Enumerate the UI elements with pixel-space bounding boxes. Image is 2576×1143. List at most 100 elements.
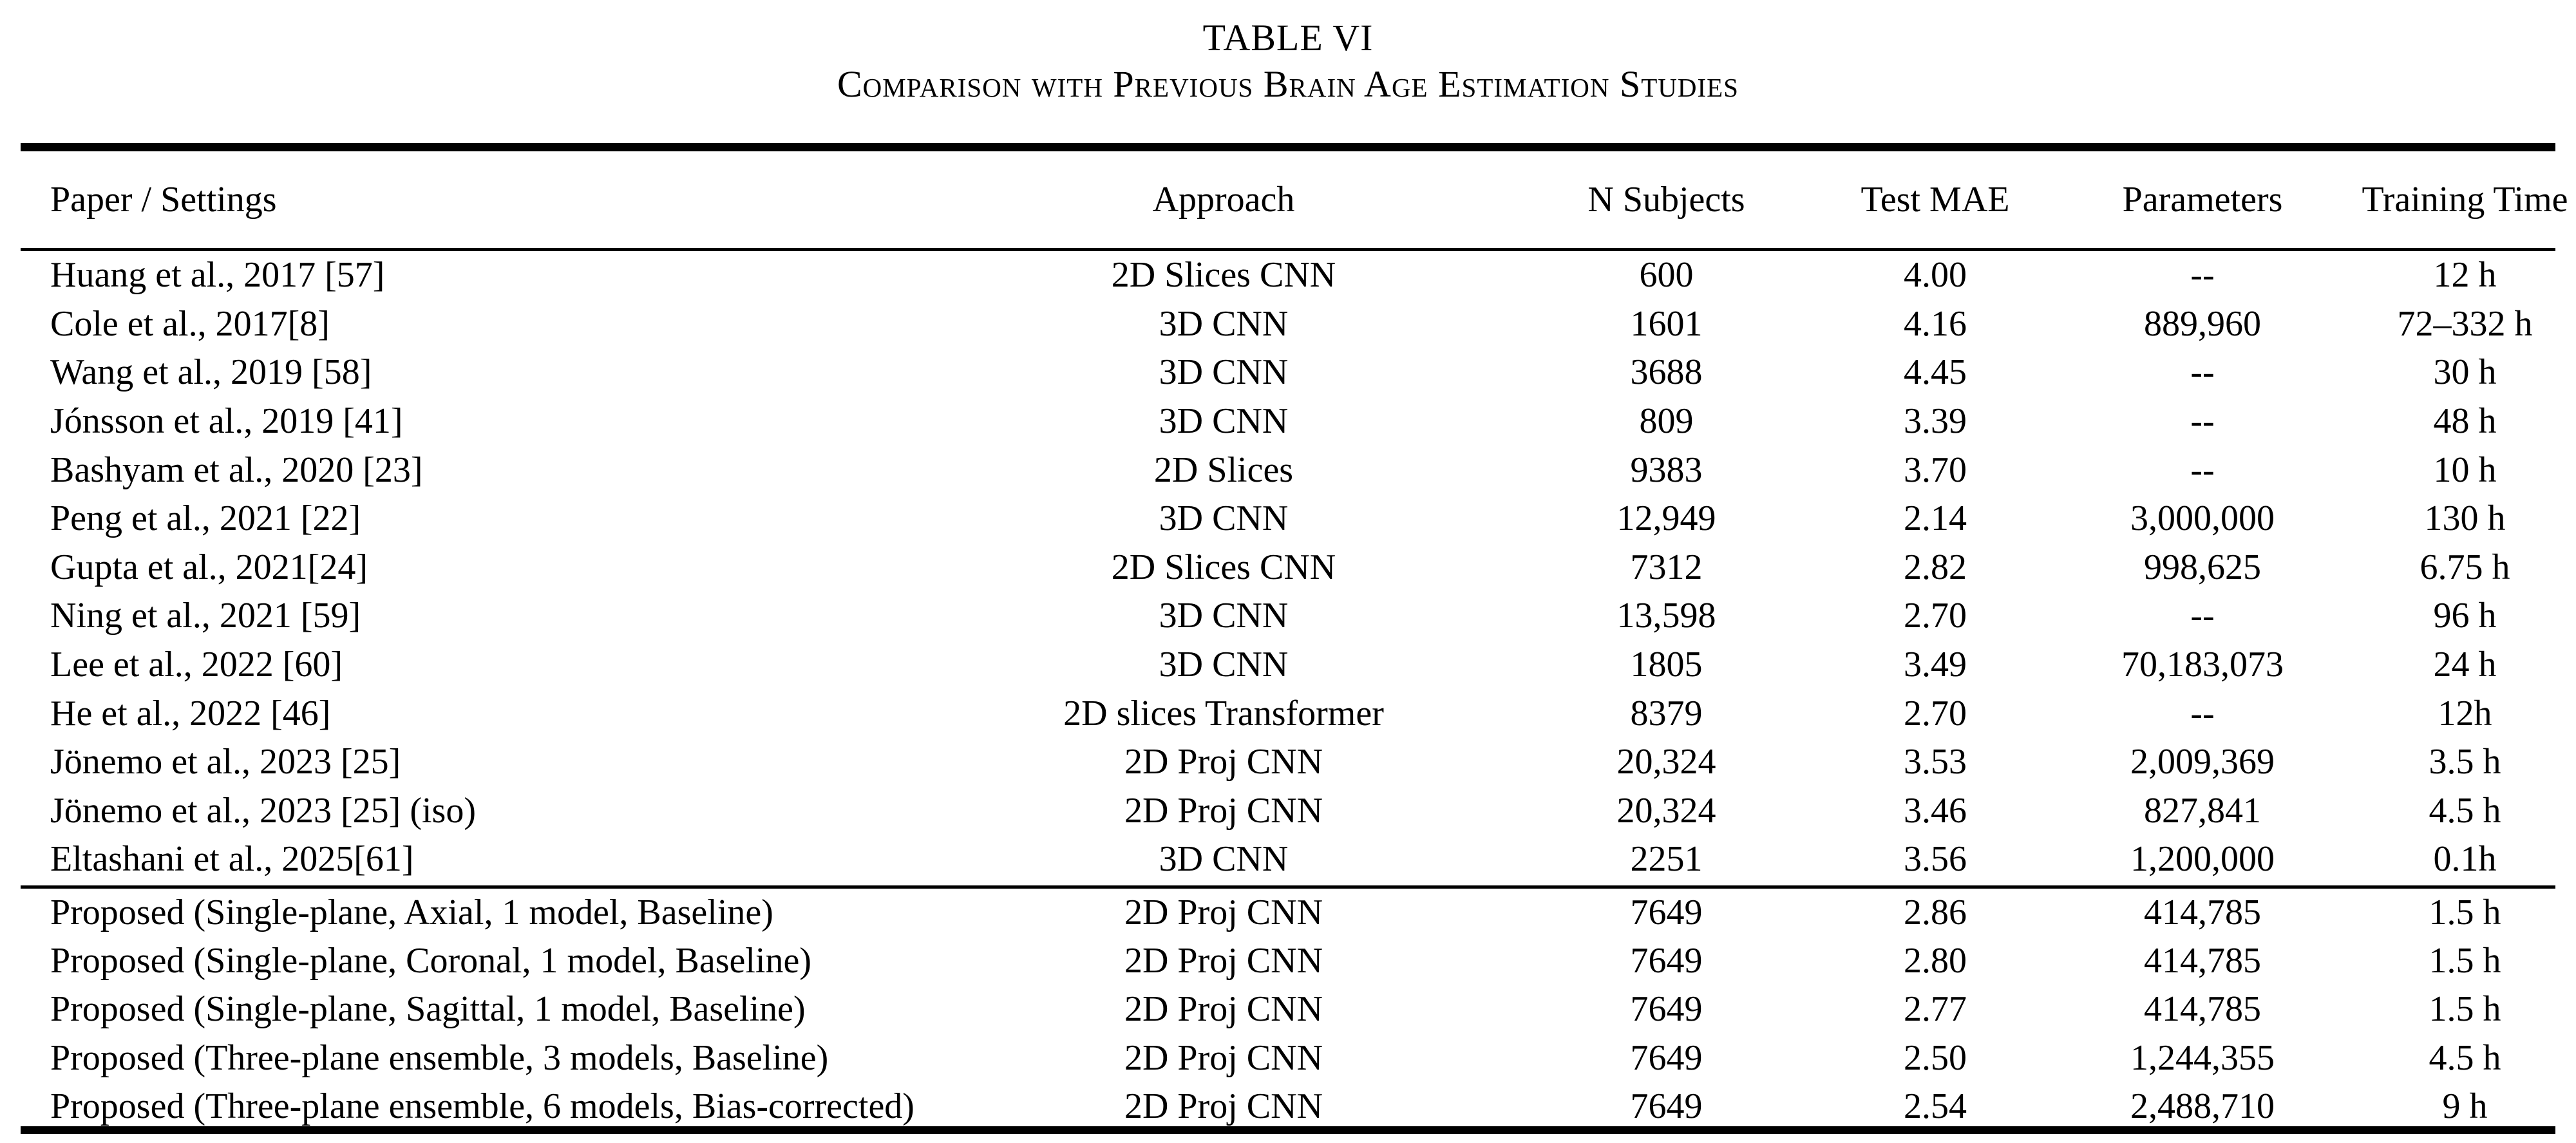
cell-test-mae: 2.70: [1904, 596, 1967, 636]
table-row: Ning et al., 2021 [59] 3D CNN 13,598 2.70 --…: [0, 592, 2576, 641]
cell-training-time: 1.5 h: [2429, 893, 2501, 933]
table-label: TABLE VI: [1202, 17, 1374, 59]
cell-approach: 2D Proj CNN: [1124, 1037, 1323, 1078]
cell-test-mae: 3.53: [1904, 742, 1967, 782]
cell-approach: 2D Proj CNN: [1124, 1086, 1323, 1126]
cell-training-time: 24 h: [2433, 645, 2497, 685]
cell-n-subjects: 20,324: [1616, 790, 1716, 831]
table-row: Bashyam et al., 2020 [23] 2D Slices 9383 3.…: [0, 446, 2576, 495]
cell-n-subjects: 1805: [1630, 645, 1703, 685]
table-row: Jönemo et al., 2023 [25] (iso) 2D Proj CN…: [0, 787, 2576, 836]
cell-paper: Wang et al., 2019 [58]: [50, 352, 372, 393]
cell-training-time: 48 h: [2433, 401, 2497, 442]
cell-paper: Lee et al., 2022 [60]: [50, 645, 343, 685]
cell-parameters: 414,785: [2144, 989, 2261, 1030]
cell-approach: 3D CNN: [1159, 401, 1289, 442]
top-rule: [21, 143, 2555, 151]
cell-n-subjects: 7649: [1630, 893, 1703, 933]
cell-parameters: --: [2190, 255, 2215, 296]
cell-paper: Proposed (Three-plane ensemble, 6 models…: [50, 1086, 914, 1126]
cell-paper: He et al., 2022 [46]: [50, 693, 331, 733]
cell-training-time: 130 h: [2424, 498, 2506, 539]
cell-paper: Bashyam et al., 2020 [23]: [50, 449, 423, 490]
proposed-body: Proposed (Single-plane, Axial, 1 model, …: [0, 889, 2576, 1131]
cell-n-subjects: 8379: [1630, 693, 1703, 733]
cell-parameters: 998,625: [2144, 547, 2261, 587]
cell-test-mae: 2.86: [1904, 893, 1967, 933]
table-title-block: TABLE VI Comparison with Previous Brain …: [0, 14, 2576, 107]
header-row: Paper / Settings Approach N Subjects Tes…: [0, 151, 2576, 248]
cell-training-time: 10 h: [2433, 449, 2497, 490]
cell-test-mae: 2.80: [1904, 941, 1967, 981]
cell-test-mae: 3.39: [1904, 401, 1967, 442]
cell-n-subjects: 2251: [1630, 839, 1703, 880]
cell-n-subjects: 7649: [1630, 941, 1703, 981]
cell-approach: 3D CNN: [1159, 839, 1289, 880]
cell-parameters: 2,488,710: [2130, 1086, 2275, 1126]
cell-test-mae: 2.50: [1904, 1037, 1967, 1078]
cell-n-subjects: 12,949: [1616, 498, 1716, 539]
cell-paper: Jönemo et al., 2023 [25] (iso): [50, 790, 476, 831]
cell-parameters: 3,000,000: [2130, 498, 2275, 539]
cell-test-mae: 2.54: [1904, 1086, 1967, 1126]
table-row: Huang et al., 2017 [57] 2D Slices CNN 600 4…: [0, 251, 2576, 300]
cell-test-mae: 2.70: [1904, 693, 1967, 733]
section-rule: [21, 885, 2555, 889]
header-parameters: Parameters: [2122, 180, 2283, 220]
cell-parameters: 414,785: [2144, 893, 2261, 933]
cell-parameters: 1,244,355: [2130, 1037, 2275, 1078]
cell-test-mae: 3.56: [1904, 839, 1967, 880]
cell-paper: Huang et al., 2017 [57]: [50, 255, 385, 296]
table-row: Wang et al., 2019 [58] 3D CNN 3688 4.45 -- 30…: [0, 348, 2576, 397]
cell-approach: 2D slices Transformer: [1063, 693, 1384, 733]
header-training-time: Training Time: [2362, 180, 2568, 220]
cell-training-time: 4.5 h: [2429, 1037, 2501, 1078]
header-paper: Paper / Settings: [50, 180, 277, 220]
cell-paper: Jónsson et al., 2019 [41]: [50, 401, 403, 442]
header-n-subjects: N Subjects: [1587, 180, 1745, 220]
table-row: Eltashani et al., 2025[61] 3D CNN 2251 3.56…: [0, 835, 2576, 884]
cell-approach: 2D Proj CNN: [1124, 790, 1323, 831]
cell-approach: 2D Slices: [1153, 449, 1294, 490]
cell-n-subjects: 600: [1639, 255, 1694, 296]
table-caption: Comparison with Previous Brain Age Estim…: [837, 63, 1739, 105]
cell-approach: 2D Proj CNN: [1124, 989, 1323, 1030]
cell-paper: Proposed (Single-plane, Sagittal, 1 mode…: [50, 989, 806, 1030]
cell-test-mae: 4.00: [1904, 255, 1967, 296]
cell-training-time: 0.1h: [2433, 839, 2497, 880]
cell-test-mae: 3.46: [1904, 790, 1967, 831]
cell-approach: 3D CNN: [1159, 352, 1289, 393]
cell-n-subjects: 7649: [1630, 1037, 1703, 1078]
proposed-row: Proposed (Single-plane, Axial, 1 model, …: [0, 889, 2576, 937]
cell-approach: 2D Proj CNN: [1124, 941, 1323, 981]
proposed-table: Proposed (Single-plane, Axial, 1 model, …: [0, 889, 2576, 1131]
cell-approach: 3D CNN: [1159, 596, 1289, 636]
cell-approach: 3D CNN: [1159, 498, 1289, 539]
table-header: Paper / Settings Approach N Subjects Tes…: [0, 151, 2576, 248]
cell-test-mae: 4.45: [1904, 352, 1967, 393]
cell-training-time: 96 h: [2433, 596, 2497, 636]
cell-n-subjects: 3688: [1630, 352, 1703, 393]
cell-parameters: --: [2190, 693, 2215, 733]
cell-n-subjects: 7649: [1630, 1086, 1703, 1126]
proposed-row: Proposed (Single-plane, Coronal, 1 model…: [0, 937, 2576, 985]
cell-parameters: 414,785: [2144, 941, 2261, 981]
cell-paper: Cole et al., 2017[8]: [50, 303, 330, 344]
table-row: Peng et al., 2021 [22] 3D CNN 12,949 2.14 3,…: [0, 495, 2576, 543]
cell-parameters: 889,960: [2144, 303, 2261, 344]
cell-parameters: --: [2190, 449, 2215, 490]
cell-training-time: 72–332 h: [2397, 303, 2533, 344]
cell-training-time: 1.5 h: [2429, 989, 2501, 1030]
table-row: Cole et al., 2017[8] 3D CNN 1601 4.16 889,96…: [0, 300, 2576, 349]
table-row: Jónsson et al., 2019 [41] 3D CNN 809 3.39 --…: [0, 397, 2576, 446]
cell-n-subjects: 7649: [1630, 989, 1703, 1030]
cell-paper: Ning et al., 2021 [59]: [50, 596, 361, 636]
cell-test-mae: 2.14: [1904, 498, 1967, 539]
cell-n-subjects: 9383: [1630, 449, 1703, 490]
cell-training-time: 3.5 h: [2429, 742, 2501, 782]
table-row: Lee et al., 2022 [60] 3D CNN 1805 3.49 70,18…: [0, 641, 2576, 690]
bottom-rule: [21, 1126, 2555, 1134]
cell-training-time: 4.5 h: [2429, 790, 2501, 831]
cell-training-time: 6.75 h: [2420, 547, 2510, 587]
table-row: He et al., 2022 [46] 2D slices Transforme…: [0, 689, 2576, 738]
